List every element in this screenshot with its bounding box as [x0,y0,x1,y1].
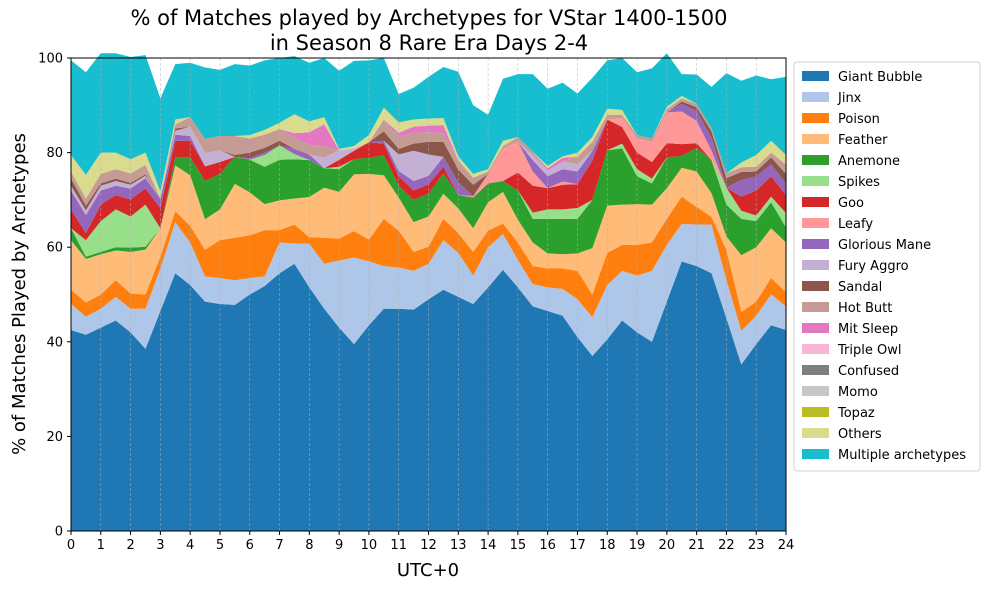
legend-label-goo: Goo [838,196,864,211]
legend-label-anemone: Anemone [838,154,900,169]
legend-swatch-topaz [802,407,829,417]
x-tick-label: 20 [659,538,676,553]
legend-swatch-feather [802,134,829,144]
legend-swatch-spikes [802,176,829,186]
legend-swatch-leafy [802,218,829,228]
y-axis: 0 20 40 60 80 100 [38,52,71,540]
legend-label-feather: Feather [838,133,888,148]
legend-label-jinx: Jinx [837,91,862,106]
legend-swatch-multiple-archetypes [802,449,829,459]
vertical-grid [70,58,787,531]
x-tick-label: 16 [539,538,556,553]
x-tick-label: 13 [450,538,467,553]
legend-swatch-triple-owl [802,344,829,354]
legend-swatch-confused [802,365,829,375]
x-axis: 0 1 2 3 4 5 6 7 8 9 10 11 12 13 14 15 16 17 18 19 20 21 22 23 24 [67,531,794,553]
legend: Giant Bubble Jinx Poison Feather Anemone Spik… [793,61,981,472]
x-tick-label: 22 [718,538,735,553]
legend-label-giant-bubble: Giant Bubble [838,70,922,85]
x-tick-label: 1 [97,538,105,553]
y-tick-label: 0 [55,525,63,540]
legend-swatch-mit-sleep [802,323,829,333]
chart-title-line-2: in Season 8 Rare Era Days 2-4 [270,31,588,55]
legend-label-fury-aggro: Fury Aggro [838,259,909,274]
y-tick-label: 60 [46,241,63,256]
legend-swatch-anemone [802,155,829,165]
legend-label-confused: Confused [838,364,899,379]
x-tick-label: 18 [599,538,616,553]
x-tick-label: 5 [216,538,224,553]
x-tick-label: 14 [480,538,497,553]
y-axis-label: % of Matches Played by Archetypes [9,133,30,455]
legend-label-mit-sleep: Mit Sleep [838,322,898,337]
y-tick-label: 100 [38,52,63,67]
legend-swatch-poison [802,113,829,123]
legend-box [793,61,981,472]
x-axis-label: UTC+0 [397,560,459,581]
x-tick-label: 10 [361,538,378,553]
x-tick-label: 15 [510,538,527,553]
x-tick-label: 7 [275,538,283,553]
legend-label-poison: Poison [838,112,880,127]
y-tick-label: 80 [46,146,63,161]
x-tick-label: 24 [778,538,795,553]
legend-swatch-glorious-mane [802,239,829,249]
x-tick-label: 4 [186,538,194,553]
legend-swatch-sandal [802,281,829,291]
legend-label-triple-owl: Triple Owl [837,343,901,358]
legend-label-multiple-archetypes: Multiple archetypes [838,448,966,463]
legend-label-momo: Momo [838,385,878,400]
legend-label-glorious-mane: Glorious Mane [838,238,931,253]
legend-swatch-hot-butt [802,302,829,312]
legend-swatch-fury-aggro [802,260,829,270]
legend-label-leafy: Leafy [838,217,873,232]
x-tick-label: 21 [688,538,705,553]
x-tick-label: 23 [748,538,765,553]
x-tick-label: 8 [305,538,313,553]
x-tick-label: 12 [420,538,437,553]
legend-swatch-others [802,428,829,438]
x-tick-label: 9 [335,538,343,553]
legend-swatch-momo [802,386,829,396]
legend-label-hot-butt: Hot Butt [838,301,892,316]
area-spikes [71,143,786,257]
x-tick-label: 0 [67,538,75,553]
x-tick-label: 11 [390,538,407,553]
legend-label-sandal: Sandal [838,280,882,295]
x-tick-label: 2 [126,538,134,553]
x-tick-label: 17 [569,538,586,553]
y-tick-label: 40 [46,335,63,350]
legend-label-topaz: Topaz [837,406,875,421]
x-tick-label: 6 [246,538,254,553]
legend-swatch-jinx [802,92,829,102]
y-tick-label: 20 [46,430,63,445]
legend-label-spikes: Spikes [838,175,880,190]
legend-swatch-goo [802,197,829,207]
chart-title-line-1: % of Matches played by Archetypes for VS… [131,6,728,30]
legend-label-others: Others [838,427,882,442]
x-tick-label: 3 [156,538,164,553]
area-multiple-archetypes [71,53,786,192]
legend-swatch-giant-bubble [802,71,829,81]
x-tick-label: 19 [629,538,646,553]
